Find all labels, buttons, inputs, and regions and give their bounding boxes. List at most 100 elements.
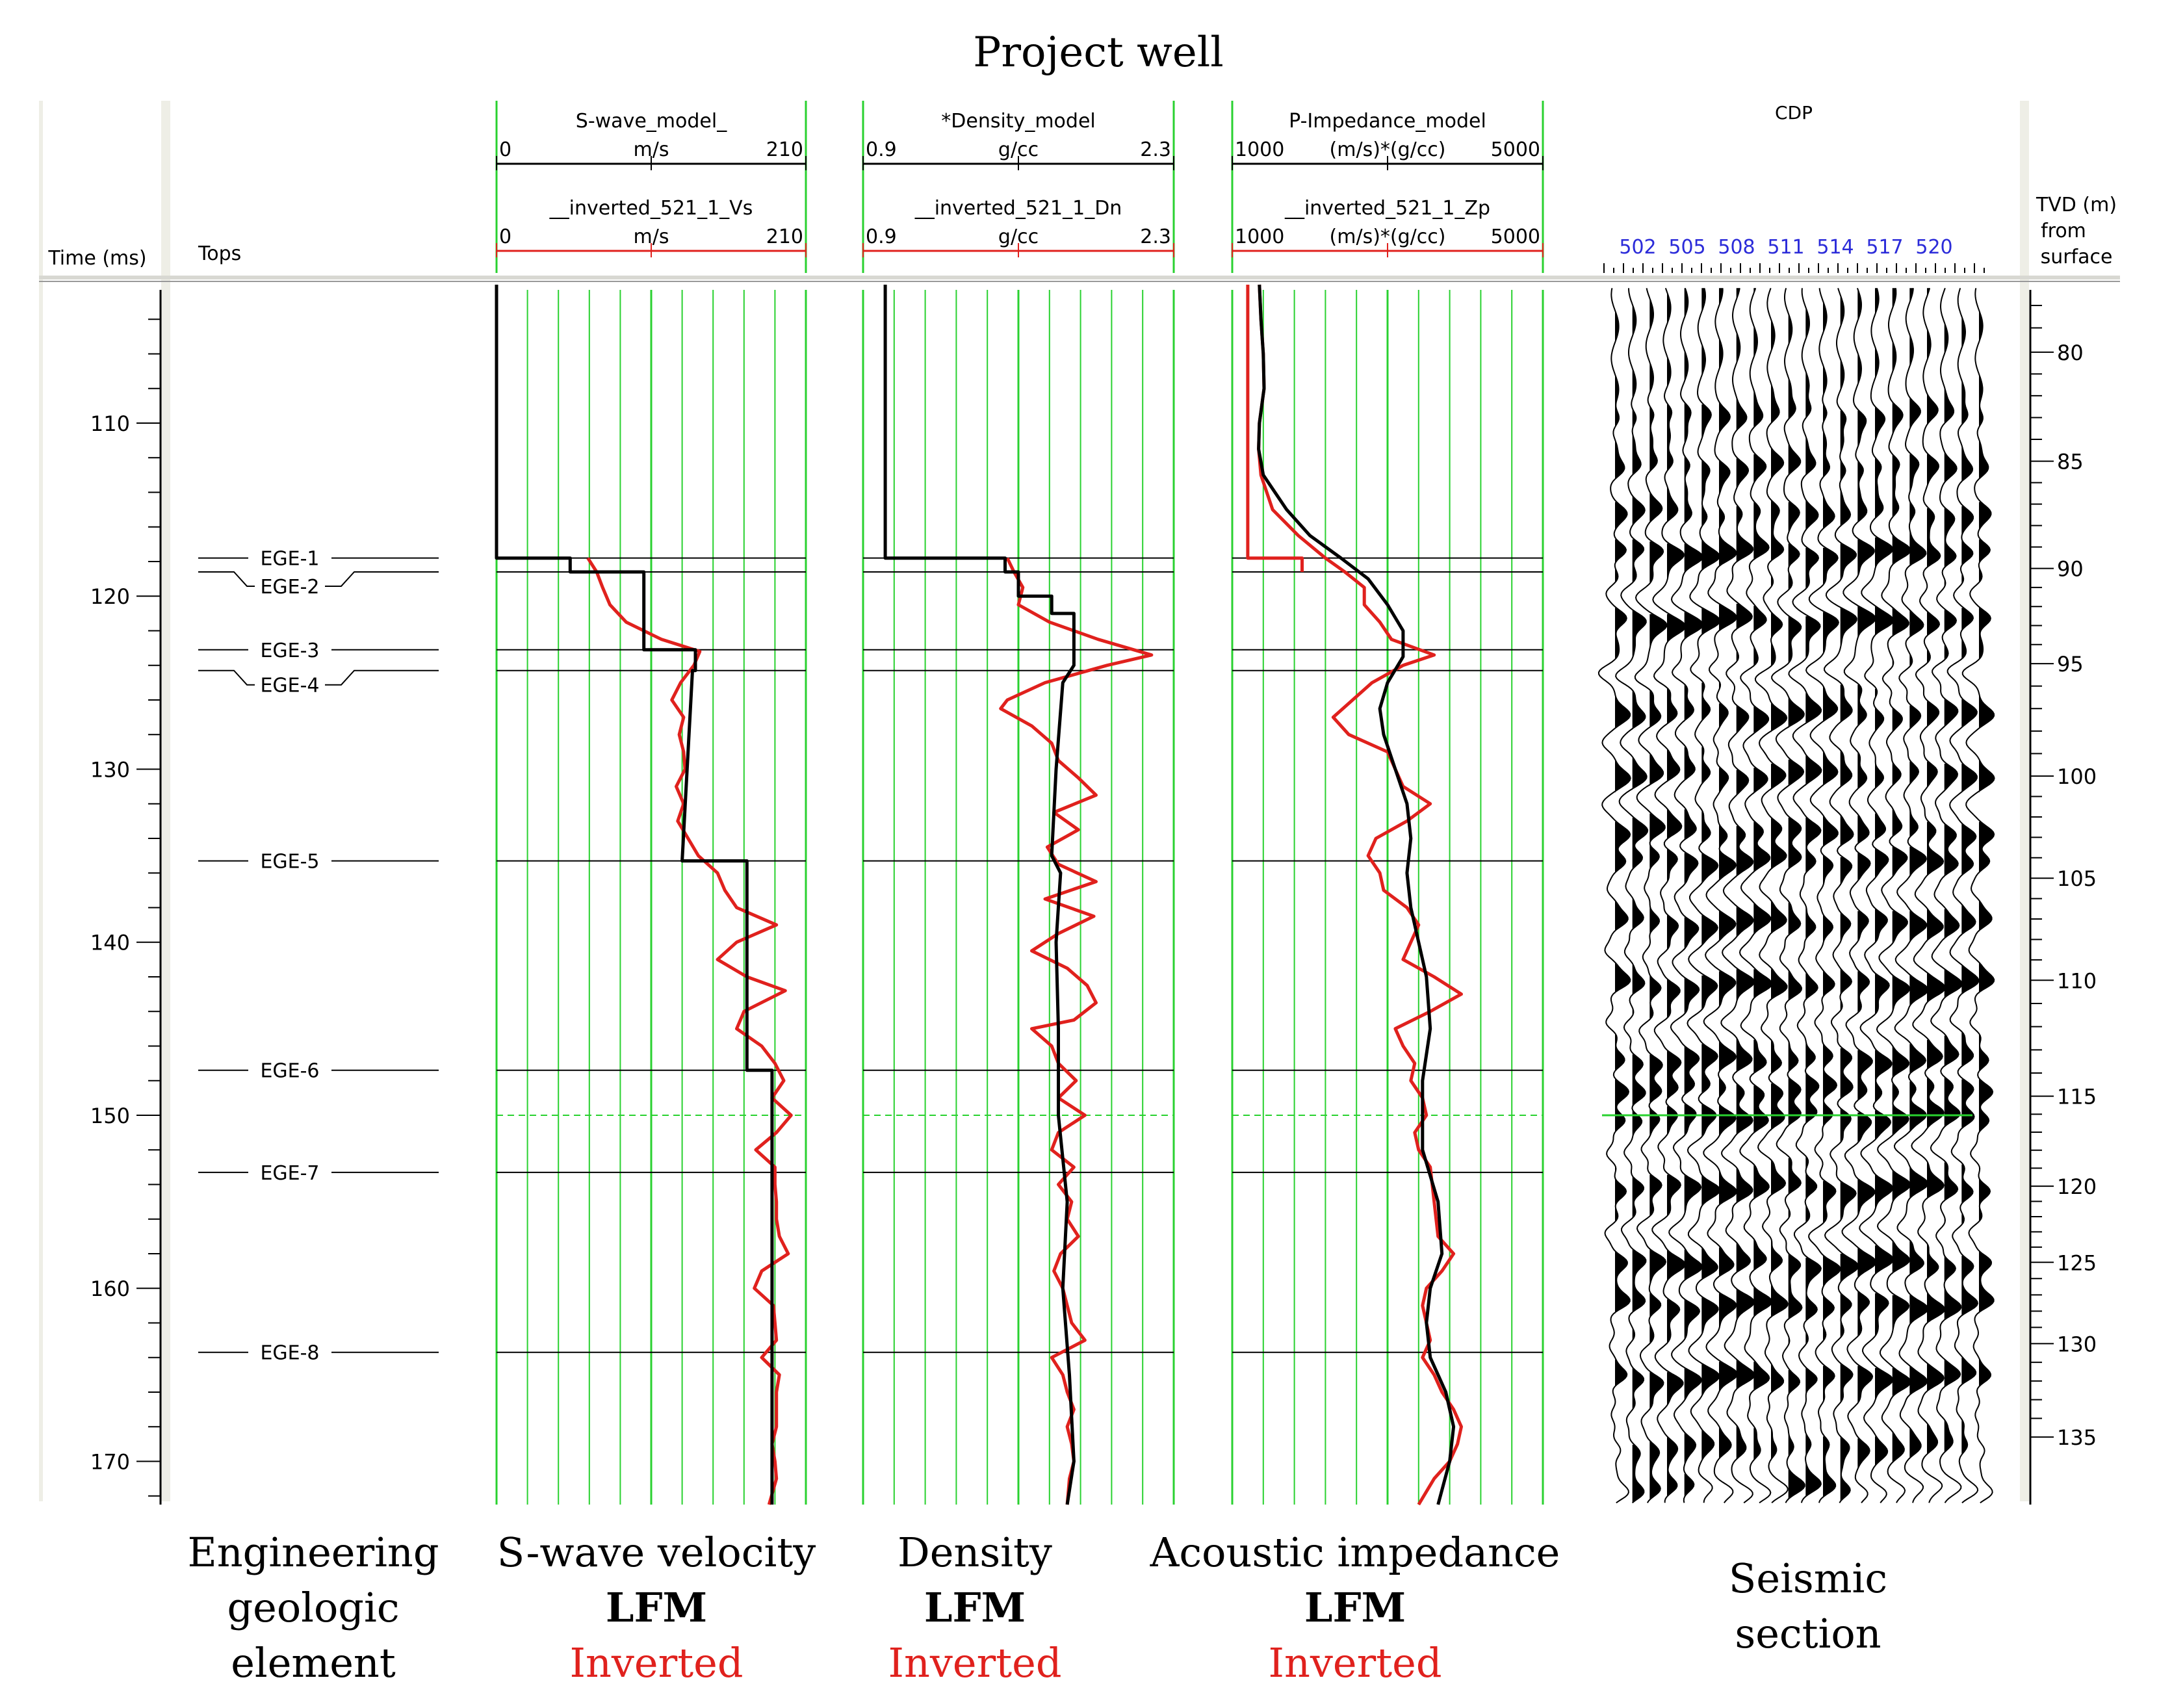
track-headers: S-wave_model_0 m/s 210__inverted_521_1_Vs0…: [496, 110, 1544, 257]
lfm-curve: [1246, 285, 1304, 572]
seismic-trace-wiggle: [1615, 288, 1649, 1504]
inverted-curve: [999, 557, 1154, 1505]
seismic-trace-wiggle: [1824, 288, 1859, 1503]
seismic-trace: [1805, 288, 1841, 1503]
tops-label: Tops: [198, 242, 241, 265]
cdp-axis: 502 505 508 511 514 517 520: [1603, 236, 1985, 273]
seismic-trace-fill: [1909, 288, 1928, 1460]
top-marker: EGE-3: [198, 640, 439, 662]
inverted-scale-max: 2.3: [1140, 226, 1171, 248]
seismic-trace: [1911, 288, 1946, 1503]
seismic-trace: [1597, 288, 1631, 1504]
seismic-trace-wiggle: [1703, 288, 1739, 1503]
seismic-trace-wiggle: [1634, 288, 1668, 1503]
top-label: EGE-5: [260, 851, 319, 873]
time-axis: 110 120 130 140 150 160 170: [90, 290, 162, 1505]
tvd-tick-label: 130: [2057, 1332, 2097, 1356]
seismic-trace-wiggle: [1788, 288, 1822, 1503]
top-marker-line-right: [325, 571, 439, 587]
seismic-trace-fill: [1788, 315, 1805, 1501]
caption-vs-line1: S-wave velocity: [497, 1529, 816, 1576]
top-label: EGE-1: [260, 548, 319, 571]
caption-engineering-geologic-element: Engineering geologic element: [187, 1529, 439, 1687]
seismic-trace-fill: [1944, 288, 1963, 1453]
caption-seismic: Seismic section: [1729, 1555, 1887, 1657]
inverted-curve: [586, 557, 793, 1505]
seismic-trace-fill: [1701, 288, 1720, 1462]
tvd-tick-label: 100: [2057, 764, 2097, 789]
top-marker-line-left: [198, 669, 255, 686]
seismic-trace-fill: [1684, 288, 1703, 1499]
caption-ege-line1: Engineering: [187, 1529, 439, 1576]
caption-impedance: Acoustic impedance LFM Inverted: [1150, 1529, 1560, 1687]
time-tick-label: 110: [90, 411, 130, 436]
inverted-scale-min: 1000: [1235, 226, 1284, 248]
seismic-trace-wiggle: [1668, 287, 1704, 1503]
seismic-trace: [1703, 288, 1739, 1503]
seismic-trace: [1754, 287, 1789, 1504]
tvd-label-line3: surface: [2041, 246, 2113, 268]
tvd-tick-label: 110: [2057, 968, 2097, 993]
model-scale-min: 0: [499, 138, 511, 161]
caption-den-lfm: LFM: [924, 1584, 1026, 1631]
caption-ege-line3: element: [231, 1639, 396, 1687]
seismic-trace-wiggle: [1911, 288, 1946, 1503]
caption-den-inverted: Inverted: [888, 1639, 1061, 1687]
inverted-scale-max: 210: [766, 226, 803, 248]
cdp-tick-label: 514: [1816, 236, 1854, 259]
seismic-trace-fill: [1961, 317, 1979, 1455]
seismic-trace-wiggle: [1754, 287, 1789, 1504]
seismic-trace-fill: [1927, 288, 1946, 1455]
caption-ege-line2: geologic: [227, 1584, 399, 1631]
seismic-trace-wiggle: [1651, 287, 1687, 1503]
seismic-trace-wiggle: [1687, 288, 1721, 1503]
caption-seis-line2: section: [1735, 1610, 1881, 1657]
seismic-trace: [1771, 288, 1805, 1503]
tvd-tick-label: 115: [2057, 1085, 2097, 1109]
inverted-scale-min: 0.9: [866, 226, 897, 248]
seismic-trace: [1841, 287, 1877, 1503]
seismic-trace-wiggle: [1720, 288, 1755, 1504]
density-track: [862, 101, 1175, 1505]
header-vs: S-wave_model_0 m/s 210__inverted_521_1_Vs0…: [496, 110, 807, 257]
tvd-axis-bar: [2020, 101, 2029, 1501]
seismic-trace: [1859, 288, 1894, 1503]
seismic-trace: [1615, 288, 1649, 1504]
top-marker: EGE-1: [198, 548, 439, 571]
impedance-track: [1231, 101, 1544, 1506]
tvd-tick-label: 135: [2057, 1425, 2097, 1450]
tvd-label-line2: from: [2041, 220, 2086, 242]
seismic-trace-wiggle: [1961, 288, 1995, 1504]
seismic-trace-wiggle: [1841, 287, 1877, 1503]
time-tick-label: 170: [90, 1449, 130, 1474]
model-curve-name: P-Impedance_model: [1289, 110, 1486, 133]
caption-density: Density LFM Inverted: [888, 1529, 1061, 1687]
seismic-trace-fill: [1736, 288, 1755, 1462]
top-marker: EGE-2: [198, 571, 439, 599]
top-label: EGE-2: [260, 576, 319, 599]
tvd-tick-label: 95: [2057, 652, 2084, 677]
model-scale-max: 5000: [1491, 138, 1540, 161]
seismic-trace-wiggle: [1876, 288, 1912, 1503]
top-label: EGE-6: [260, 1060, 319, 1083]
s-wave-track: [495, 101, 807, 1505]
time-tick-label: 130: [90, 757, 130, 782]
seismic-trace-fill: [1979, 311, 1995, 1406]
cdp-tick-label: 517: [1866, 236, 1903, 259]
top-label: EGE-7: [260, 1162, 319, 1185]
caption-den-line1: Density: [898, 1529, 1052, 1576]
seismic-trace-wiggle: [1893, 288, 1929, 1503]
tvd-tick-label: 125: [2057, 1250, 2097, 1275]
seismic-trace: [1946, 288, 1980, 1504]
cdp-tick-label: 502: [1619, 236, 1656, 259]
top-marker: EGE-7: [198, 1162, 439, 1185]
model-curve-name: *Density_model: [941, 110, 1095, 133]
caption-zp-lfm: LFM: [1304, 1584, 1406, 1631]
model-scale-min: 1000: [1235, 138, 1284, 161]
model-scale-max: 210: [766, 138, 803, 161]
seismic-trace-fill: [1805, 309, 1822, 1497]
seismic-trace: [1720, 288, 1755, 1504]
time-tick-label: 120: [90, 584, 130, 609]
tvd-tick-label: 120: [2057, 1174, 2097, 1199]
tvd-tick-label: 90: [2057, 557, 2084, 582]
